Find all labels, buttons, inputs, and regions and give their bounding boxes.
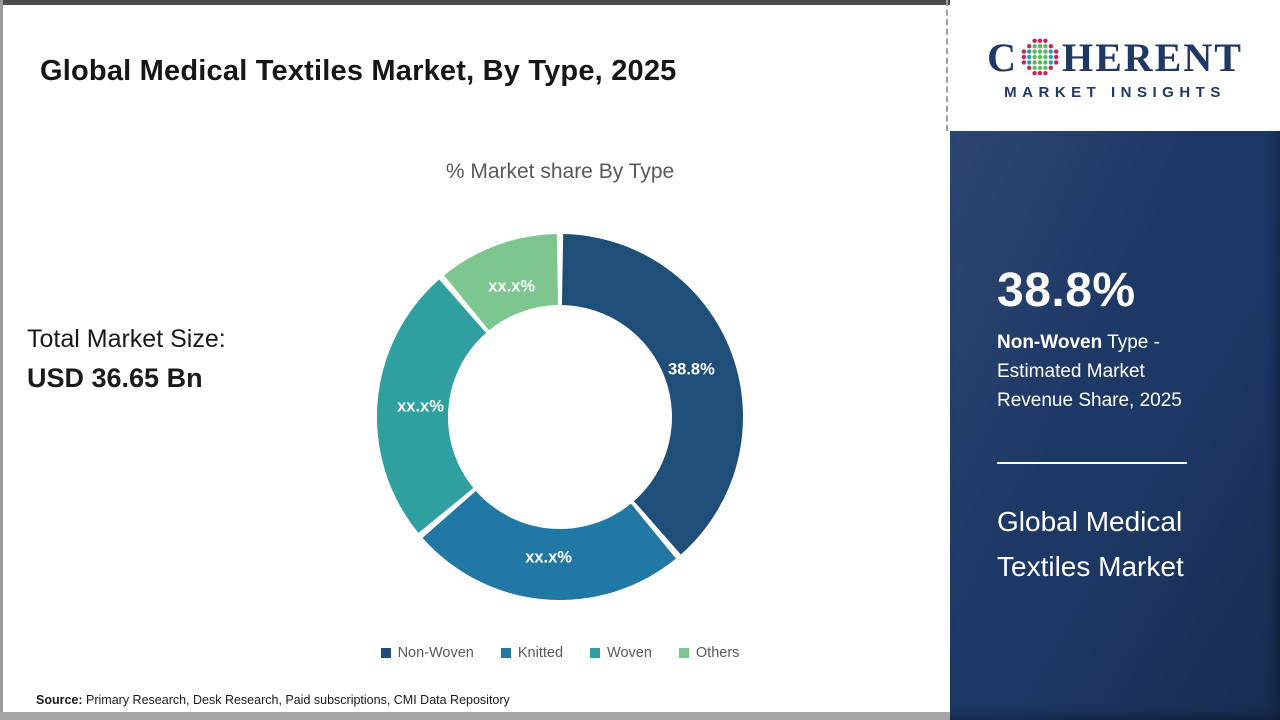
slice-label-knitted: xx.x% [525, 549, 572, 567]
legend-swatch-icon [678, 648, 689, 658]
chart-title: % Market share By Type [445, 160, 675, 183]
legend-item-non-woven: Non-Woven [380, 645, 474, 661]
slice-label-woven: xx.x% [397, 398, 444, 416]
slice-label-non-woven: 38.8% [668, 361, 715, 379]
brand-logo: C HERENT MARKET INSIGHTS [950, 0, 1280, 131]
page-title: Global Medical Textiles Market, By Type,… [40, 55, 677, 88]
brand-name-rest: HERENT [1061, 35, 1243, 80]
donut-slice-woven [376, 279, 487, 533]
legend-label: Non-Woven [397, 645, 474, 661]
bottom-border-bar [0, 712, 950, 720]
donut-slice-non-woven [561, 234, 744, 555]
left-border-bar [0, 0, 3, 720]
highlight-percentage: 38.8% [997, 264, 1136, 317]
chart-legend: Non-Woven Knitted Woven Others [285, 645, 835, 661]
brand-letter-c: C [987, 35, 1018, 80]
total-market-size-label: Total Market Size: [27, 325, 226, 353]
legend-item-woven: Woven [590, 645, 652, 661]
donut-chart-svg: 38.8% xx.x% xx.x% xx.x% [376, 234, 744, 601]
sidebar: C HERENT MARKET INSIGHTS 38.8% Non-Woven… [950, 0, 1280, 720]
source-line: Source: Primary Research, Desk Research,… [36, 693, 510, 707]
donut-slice-others [444, 234, 559, 331]
total-market-size-block: Total Market Size: USD 36.65 Bn [27, 325, 226, 394]
legend-swatch-icon [590, 648, 601, 658]
source-text: Primary Research, Desk Research, Paid su… [86, 693, 510, 707]
sidebar-divider-line [997, 462, 1187, 464]
donut-chart: 38.8% xx.x% xx.x% xx.x% [360, 217, 760, 617]
dashed-separator-line [946, 0, 948, 131]
dotted-globe-icon [1021, 38, 1059, 76]
highlight-caption: Non-Woven Type - Estimated Market Revenu… [997, 328, 1202, 415]
top-border-bar [0, 0, 1280, 5]
highlight-caption-bold: Non-Woven [997, 332, 1103, 353]
legend-item-knitted: Knitted [500, 645, 564, 661]
sidebar-market-title: Global Medical Textiles Market [997, 506, 1184, 582]
total-market-size-value: USD 36.65 Bn [27, 363, 203, 393]
legend-item-others: Others [678, 645, 740, 661]
legend-label: Others [695, 645, 740, 661]
highlight-caption-rest: Type - Estimated Market Revenue Share, 2… [997, 332, 1182, 411]
source-label: Source: [36, 693, 83, 707]
brand-tagline: MARKET INSIGHTS [1004, 84, 1226, 101]
slice-label-others: xx.x% [488, 278, 535, 296]
legend-swatch-icon [380, 648, 391, 658]
brand-name-row: C HERENT [987, 36, 1243, 80]
sidebar-highlight-panel: 38.8% Non-Woven Type - Estimated Market … [950, 131, 1280, 720]
legend-label: Knitted [517, 645, 564, 661]
legend-swatch-icon [500, 648, 511, 658]
legend-label: Woven [607, 645, 652, 661]
donut-slice-knitted [422, 490, 676, 601]
